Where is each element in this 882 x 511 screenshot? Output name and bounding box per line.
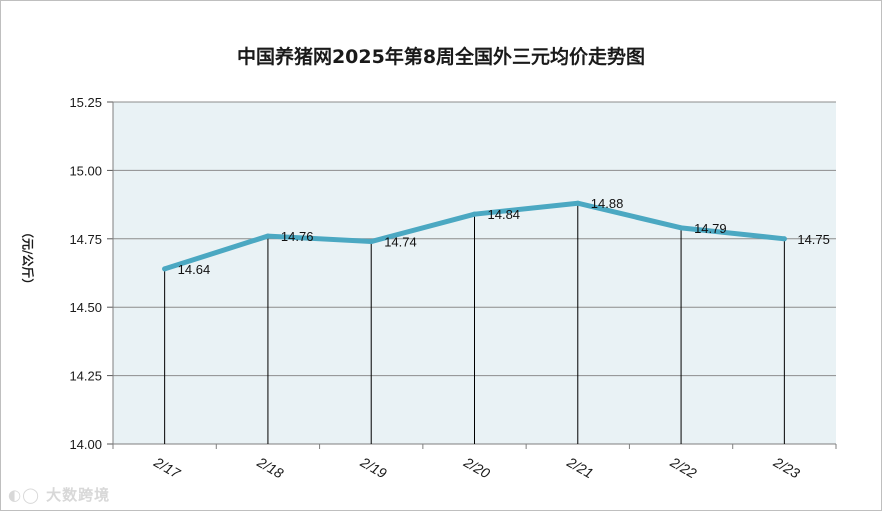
y-tick-label: 14.00	[69, 437, 102, 452]
x-tick-label: 2/18	[254, 453, 287, 481]
y-tick-label: 15.25	[69, 95, 102, 110]
data-point	[368, 239, 374, 245]
chart-title: 中国养猪网2025年第8周全国外三元均价走势图	[236, 46, 646, 68]
data-label: 14.76	[281, 229, 314, 244]
x-tick-label: 2/21	[564, 453, 596, 481]
y-tick-label: 14.25	[69, 369, 102, 384]
x-tick-label: 2/19	[357, 453, 390, 481]
x-tick-label: 2/20	[460, 453, 493, 481]
data-label: 14.88	[591, 196, 624, 211]
data-point	[781, 236, 787, 242]
y-tick-label: 15.00	[69, 163, 102, 178]
data-labels: 14.64 14.76 14.74 14.84 14.88 14.79 14.75	[178, 196, 830, 277]
y-tick-label: 14.50	[69, 300, 102, 315]
data-label: 14.64	[178, 262, 211, 277]
data-point	[472, 211, 477, 217]
data-label: 14.75	[797, 232, 830, 247]
data-point	[162, 266, 168, 272]
y-axis-ticks: 14.00 14.25 14.50 14.75 15.00 15.25	[69, 95, 113, 452]
x-tick-label: 2/23	[770, 453, 803, 481]
drop-lines	[164, 203, 785, 444]
data-label: 14.79	[694, 221, 727, 236]
data-point	[265, 233, 271, 239]
x-tick-label: 2/17	[150, 453, 184, 482]
data-point	[575, 200, 581, 206]
watermark-logo: ◐◯ 大数跨境	[8, 484, 110, 505]
data-point	[678, 225, 684, 231]
data-label: 14.74	[384, 235, 417, 250]
series-group	[162, 200, 787, 272]
x-tick-label: 2/22	[667, 453, 700, 481]
data-label: 14.84	[488, 207, 521, 222]
watermark-text: 大数跨境	[46, 486, 111, 504]
watermark-icon: ◐◯	[8, 486, 47, 504]
y-tick-label: 14.75	[69, 232, 102, 247]
x-axis-ticks: 2/17 2/18 2/19 2/20 2/21 2/22 2/23	[150, 453, 802, 482]
